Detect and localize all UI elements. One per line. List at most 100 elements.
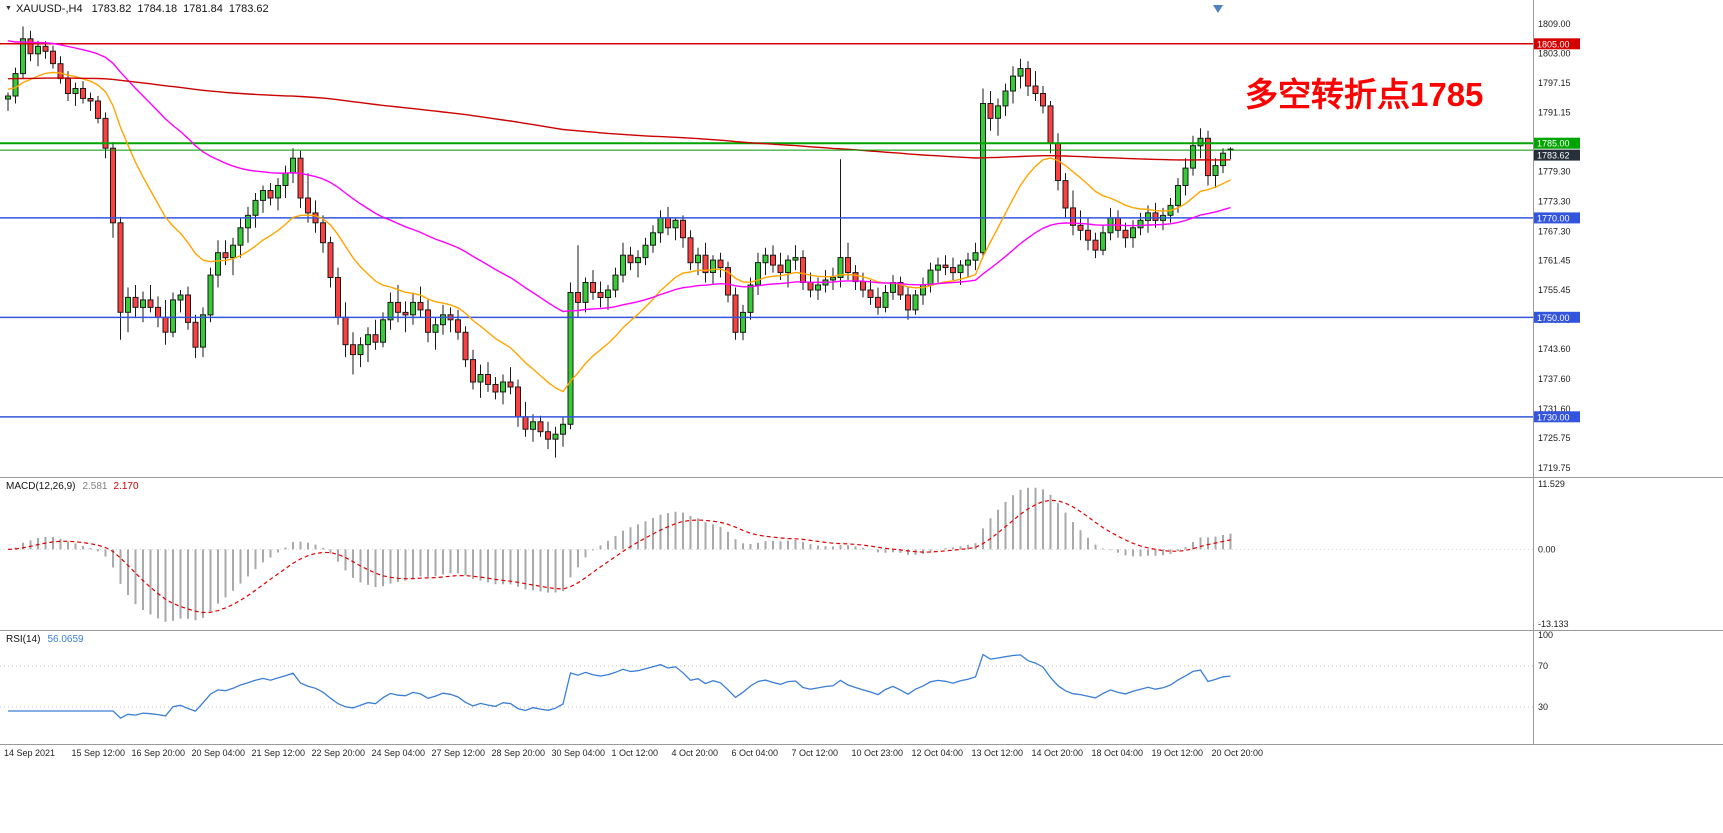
candle-up: [552, 433, 559, 440]
symbol-dropdown-icon[interactable]: ▼: [5, 5, 12, 12]
candle-up: [980, 103, 986, 254]
candle-up: [1175, 185, 1181, 206]
candle-up: [500, 381, 506, 393]
candle-up: [650, 232, 656, 246]
candle-up: [927, 269, 934, 286]
price-axis-tick: 1797.15: [1538, 78, 1571, 88]
price-tag: 1730.00: [1534, 411, 1580, 423]
candle-up: [747, 284, 754, 313]
candle-down: [665, 217, 671, 229]
price-axis-tick: 1761.45: [1538, 255, 1571, 265]
time-axis-label: 15 Sep 12:00: [71, 748, 126, 758]
candle-up: [657, 217, 664, 234]
candle-down: [770, 254, 776, 266]
rsi-name: RSI(14): [6, 634, 41, 645]
candle-down: [545, 431, 551, 440]
candle-up: [177, 294, 184, 301]
candle-up: [1145, 212, 1151, 221]
quote-high: 1784.18: [137, 3, 178, 15]
candle-up: [1017, 68, 1024, 77]
candle-down: [687, 237, 694, 264]
rsi-canvas[interactable]: 100 70 30: [0, 631, 1723, 744]
chart-annotation-text: 多空转折点1785: [1245, 76, 1484, 113]
moving-average-fast: [7, 71, 1231, 393]
quote-low: 1781.84: [183, 3, 223, 15]
time-axis-label: 19 Oct 12:00: [1151, 748, 1204, 758]
candle-up: [275, 185, 281, 199]
candle-up: [1197, 137, 1204, 147]
candle-up: [245, 214, 251, 229]
time-axis-label: 22 Sep 20:00: [311, 748, 366, 758]
candle-down: [65, 78, 71, 94]
candle-down: [1205, 137, 1211, 177]
candle-up: [965, 259, 971, 266]
candle-down: [575, 292, 581, 303]
candle-up: [380, 319, 386, 343]
candle-down: [725, 267, 731, 296]
candle-down: [395, 301, 401, 313]
candle-up: [440, 314, 446, 326]
macd-label: MACD(12,26,9) 2.581 2.170: [6, 481, 139, 492]
price-tag-bg: [1534, 137, 1580, 149]
candle-up: [710, 259, 716, 274]
candle-up: [230, 244, 236, 259]
candle-down: [845, 257, 851, 274]
main-chart-canvas[interactable]: 1809.001803.001797.151791.151785.301779.…: [0, 0, 1723, 477]
moving-average-mid: [7, 40, 1231, 313]
time-axis-label: 24 Sep 04:00: [371, 748, 426, 758]
candle-up: [35, 45, 41, 55]
candle-down: [1122, 229, 1129, 239]
candle-up: [1100, 232, 1106, 251]
macd-value-signal: 2.170: [113, 481, 139, 492]
macd-indicator-panel: 11.529 0.00 -13.133 MACD(12,26,9) 2.581 2.17…: [0, 478, 1723, 631]
rsi-axis-tick: 30: [1538, 702, 1548, 712]
main-chart-panel: 1809.001803.001797.151791.151785.301779.…: [0, 0, 1723, 478]
symbol-timeframe-label: XAUUSD-,H4: [15, 3, 83, 15]
candle-down: [867, 289, 874, 298]
candle-up: [635, 257, 641, 264]
candle-down: [267, 190, 274, 199]
candle-down: [372, 334, 379, 343]
candle-down: [185, 294, 191, 323]
candle-down: [132, 296, 139, 308]
candle-down: [297, 157, 304, 199]
candle-up: [605, 289, 611, 298]
time-axis-label: 4 Oct 20:00: [671, 748, 719, 758]
macd-canvas[interactable]: 11.529 0.00 -13.133: [0, 478, 1723, 630]
price-tag-bg: [1534, 411, 1580, 423]
macd-name: MACD(12,26,9): [6, 481, 76, 492]
time-axis[interactable]: 14 Sep 2021 15 Sep 12:00 16 Sep 20:00 20 Se…: [0, 745, 1723, 765]
candle-down: [95, 100, 101, 119]
candle-up: [612, 274, 619, 291]
candle-up: [695, 254, 701, 264]
candle-down: [1085, 229, 1091, 241]
candle-down: [987, 103, 994, 119]
chart-shift-marker-icon[interactable]: [1213, 5, 1223, 13]
price-tag: 1805.00: [1534, 38, 1580, 50]
macd-signal-line: [7, 499, 1231, 614]
time-axis-label: 18 Oct 04:00: [1091, 748, 1144, 758]
price-tag-text: 1730.00: [1537, 412, 1570, 422]
candle-up: [387, 301, 394, 321]
price-tag-bg: [1534, 38, 1580, 50]
candle-up: [125, 296, 131, 313]
candle-up: [740, 311, 746, 333]
candle-down: [462, 331, 469, 361]
candle-down: [305, 197, 311, 214]
candle-down: [1025, 68, 1031, 87]
candle-down: [27, 38, 34, 55]
rsi-axis-tick: 70: [1538, 661, 1548, 671]
candle-up: [237, 227, 244, 246]
macd-axis-tick: 11.529: [1538, 479, 1565, 489]
price-tag-text: 1805.00: [1537, 39, 1570, 49]
candle-down: [80, 88, 86, 99]
price-axis-tick: 1725.75: [1538, 433, 1571, 443]
price-tag: 1770.00: [1534, 212, 1580, 224]
candle-down: [402, 311, 409, 316]
quote-close: 1783.62: [228, 3, 269, 15]
price-tag-bg: [1534, 311, 1580, 323]
candle-up: [935, 264, 941, 271]
price-axis-tick: 1719.75: [1538, 463, 1571, 473]
price-tag-bg: [1534, 212, 1580, 224]
